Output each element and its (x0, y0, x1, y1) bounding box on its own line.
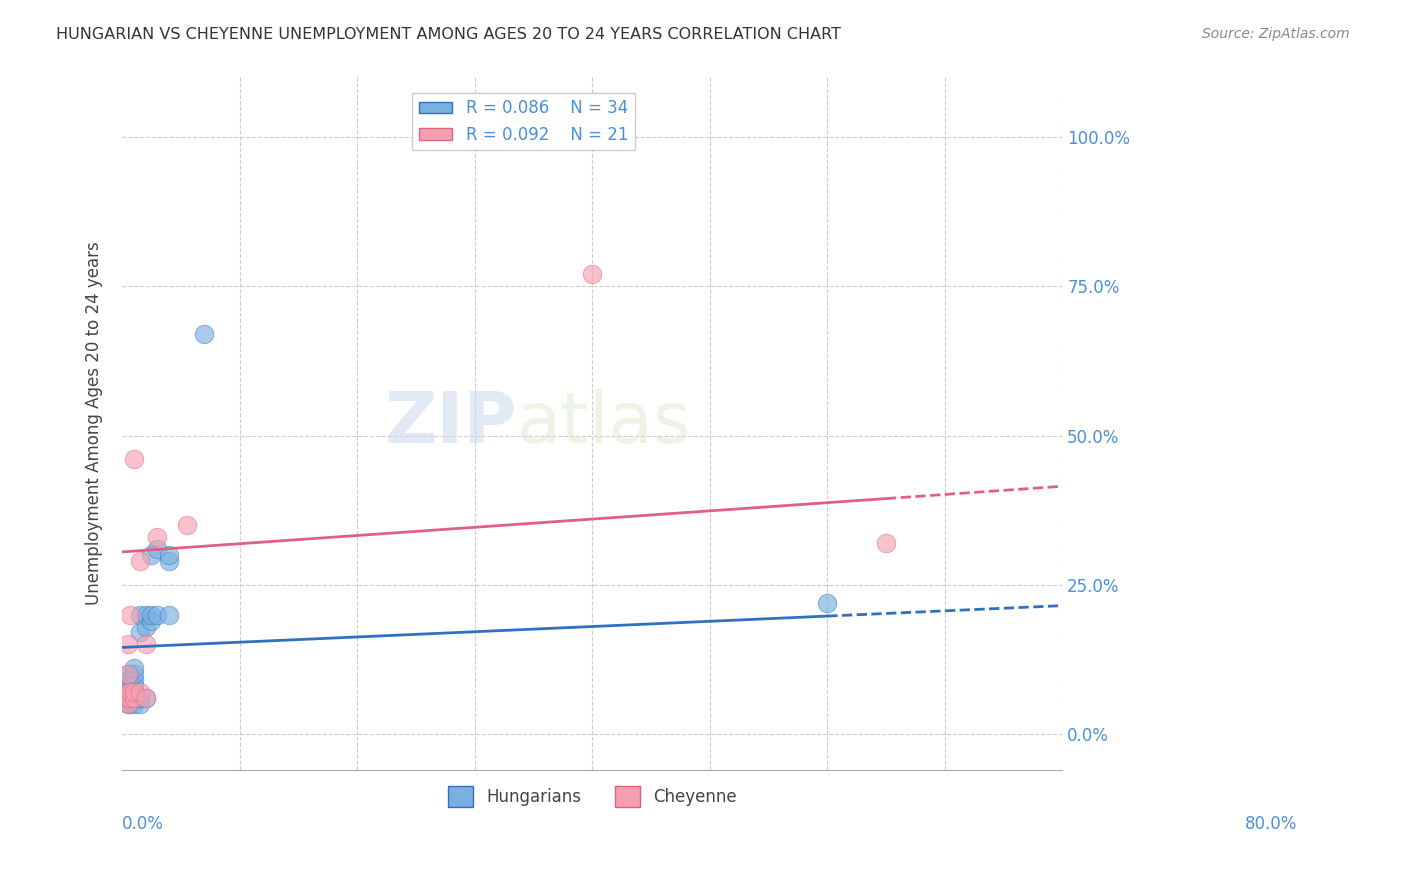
Point (120, 607, 142, 622)
Point (117, 637, 139, 651)
Point (176, 518, 198, 533)
Point (117, 679, 139, 693)
Point (117, 691, 139, 706)
Y-axis label: Unemployment Among Ages 20 to 24 years: Unemployment Among Ages 20 to 24 years (86, 242, 103, 606)
Point (193, 327, 215, 342)
Point (120, 691, 142, 706)
Text: Source: ZipAtlas.com: Source: ZipAtlas.com (1202, 27, 1350, 41)
Point (135, 637, 157, 651)
Point (120, 673, 142, 688)
Point (117, 691, 139, 706)
Point (135, 691, 157, 706)
Point (128, 625, 150, 640)
Point (120, 679, 142, 693)
Legend: Hungarians, Cheyenne: Hungarians, Cheyenne (441, 780, 744, 814)
Text: 0.0%: 0.0% (122, 814, 165, 833)
Point (157, 607, 180, 622)
Point (122, 452, 145, 467)
Point (146, 607, 169, 622)
Point (117, 667, 139, 681)
Point (157, 554, 180, 568)
Point (128, 554, 150, 568)
Point (122, 679, 145, 693)
Text: atlas: atlas (517, 389, 692, 458)
Point (122, 691, 145, 706)
Point (122, 697, 145, 711)
Text: HUNGARIAN VS CHEYENNE UNEMPLOYMENT AMONG AGES 20 TO 24 YEARS CORRELATION CHART: HUNGARIAN VS CHEYENNE UNEMPLOYMENT AMONG… (56, 27, 841, 42)
Point (128, 691, 150, 706)
Point (122, 685, 145, 699)
Point (122, 673, 145, 688)
Point (128, 697, 150, 711)
Point (117, 685, 139, 699)
Point (141, 548, 163, 562)
Point (581, 268, 603, 282)
Point (815, 596, 838, 610)
Point (135, 607, 157, 622)
Text: 80.0%: 80.0% (1246, 814, 1298, 833)
Point (117, 667, 139, 681)
Point (146, 541, 169, 556)
Point (122, 667, 145, 681)
Point (117, 673, 139, 688)
Point (117, 685, 139, 699)
Point (128, 607, 150, 622)
Point (135, 619, 157, 633)
Point (135, 691, 157, 706)
Point (120, 685, 142, 699)
Point (875, 536, 897, 550)
Point (117, 697, 139, 711)
Point (122, 661, 145, 675)
Point (122, 691, 145, 706)
Point (128, 685, 150, 699)
Point (120, 685, 142, 699)
Point (141, 614, 163, 628)
Point (122, 685, 145, 699)
Point (117, 697, 139, 711)
Point (157, 548, 180, 562)
Point (120, 697, 142, 711)
Point (141, 607, 163, 622)
Point (146, 530, 169, 544)
Text: ZIP: ZIP (385, 389, 517, 458)
